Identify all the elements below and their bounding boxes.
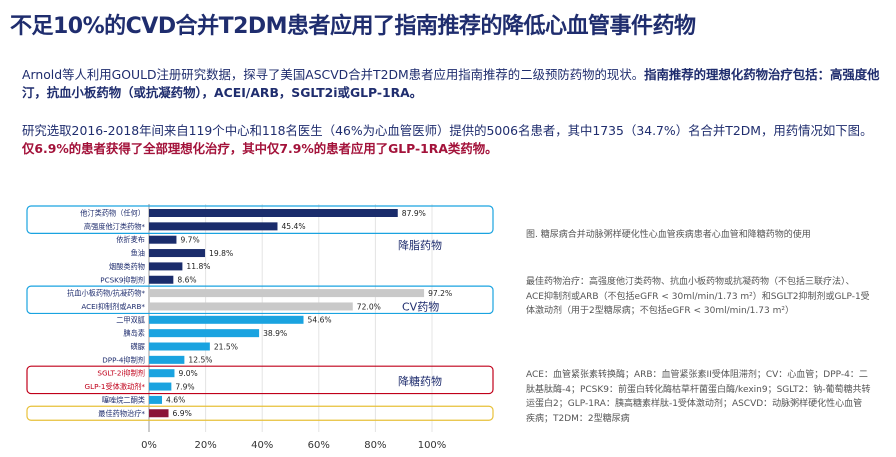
value-label: 21.5%: [214, 342, 238, 351]
category-label: 依折麦布: [116, 235, 145, 244]
bar: [149, 409, 169, 418]
value-label: 38.9%: [263, 329, 287, 338]
bar: [149, 342, 210, 351]
bar: [149, 382, 172, 391]
x-tick-label: 80%: [364, 440, 386, 451]
category-label: 最佳药物治疗*: [98, 409, 145, 418]
category-label: 烟酸类药物: [109, 262, 145, 271]
category-label: PCSK9抑制剂: [100, 275, 145, 284]
value-label: 11.8%: [186, 262, 210, 271]
bar: [149, 329, 260, 338]
category-label: 高强度他汀类药物*: [84, 222, 146, 231]
intro-text: Arnold等人利用GOULD注册研究数据，探寻了美国ASCVD合并T2DM患者…: [22, 67, 645, 82]
value-label: 9.7%: [180, 236, 199, 245]
optimal-therapy-note: 最佳药物治疗：高强度他汀类药物、抗血小板药物或抗凝药物（不包括三联疗法）、ACE…: [526, 277, 870, 316]
group-label-glucose: 降糖药物: [398, 374, 442, 388]
x-tick-label: 100%: [418, 440, 447, 451]
value-label: 8.6%: [177, 276, 196, 285]
page-title: 不足10%的CVD合并T2DM患者应用了指南推荐的降低心血管事件药物: [10, 14, 696, 39]
category-label: DPP-4抑制剂: [102, 355, 145, 364]
group-box-glucose: [26, 365, 494, 395]
bar: [149, 302, 353, 311]
category-label: GLP-1受体激动剂*: [85, 382, 146, 391]
group-label-cv: CV药物: [402, 299, 439, 313]
category-label: 抗血小板药物/抗凝药物*: [67, 289, 145, 298]
group-label-lipid: 降脂药物: [398, 238, 442, 252]
abbreviation-note: ACE：血管紧张素转换酶；ARB：血管紧张素II受体阻滞剂；CV：心血管；DPP…: [526, 370, 871, 424]
value-label: 87.9%: [402, 209, 426, 218]
value-label: 7.9%: [175, 382, 194, 391]
group-box-optimal: [26, 405, 494, 421]
category-label: 噻唑烷二酮类: [102, 395, 145, 404]
bar: [149, 209, 398, 217]
value-label: 97.2%: [428, 289, 452, 298]
study-paragraph: 研究选取2016-2018年间来自119个中心和118名医生（46%为心血管医师…: [22, 122, 882, 158]
x-tick-label: 60%: [308, 440, 330, 451]
value-label: 45.4%: [281, 222, 305, 231]
category-label: 二甲双胍: [116, 315, 145, 324]
value-label: 6.9%: [173, 409, 192, 418]
medication-bar-chart: 0% 20% 40% 60% 80% 100% 他汀类药物（任何） 87.9% 高强度他汀类药物…: [26, 204, 494, 451]
bar: [149, 355, 185, 364]
bar: [149, 395, 163, 404]
category-label: 磺脲: [131, 342, 145, 351]
group-box-cv: [26, 285, 494, 315]
category-label: ACEI抑制剂或ARB*: [81, 302, 145, 311]
study-text: 研究选取2016-2018年间来自119个中心和118名医生（46%为心血管医师…: [22, 123, 873, 138]
value-label: 4.6%: [166, 396, 185, 405]
bar: [149, 369, 175, 378]
x-tick-label: 0%: [141, 440, 157, 451]
category-label: 鱼油: [131, 249, 145, 258]
bar: [149, 275, 174, 284]
bar: [149, 235, 177, 244]
x-tick-label: 40%: [251, 440, 273, 451]
bar: [149, 289, 425, 298]
chart-caption: 图. 糖尿病合并动脉粥样硬化性心血管疾病患者心血管和降糖药物的使用: [526, 230, 811, 240]
study-highlight-text: 仅6.9%的患者获得了全部理想化治疗，其中仅7.9%的患者应用了GLP-1RA类…: [22, 141, 498, 156]
value-label: 9.0%: [178, 369, 197, 378]
value-label: 54.6%: [308, 316, 332, 325]
group-box-lipid: [26, 205, 494, 234]
x-tick-label: 20%: [194, 440, 216, 451]
bar: [149, 315, 304, 324]
value-label: 19.8%: [209, 249, 233, 258]
intro-bold-text: 指南推荐的理想化药物治疗包括：高强度他汀，抗血小板药物（或抗凝药物），ACEI/…: [22, 67, 880, 100]
value-label: 12.5%: [188, 356, 212, 365]
category-label: SGLT-2i抑制剂: [97, 369, 145, 378]
category-label: 他汀类药物（任何）: [80, 209, 145, 218]
bar: [149, 249, 206, 258]
bar: [149, 262, 183, 271]
bar: [149, 222, 278, 231]
value-label: 72.0%: [357, 302, 381, 311]
category-label: 胰岛素: [123, 329, 145, 338]
intro-paragraph: Arnold等人利用GOULD注册研究数据，探寻了美国ASCVD合并T2DM患者…: [22, 66, 882, 102]
